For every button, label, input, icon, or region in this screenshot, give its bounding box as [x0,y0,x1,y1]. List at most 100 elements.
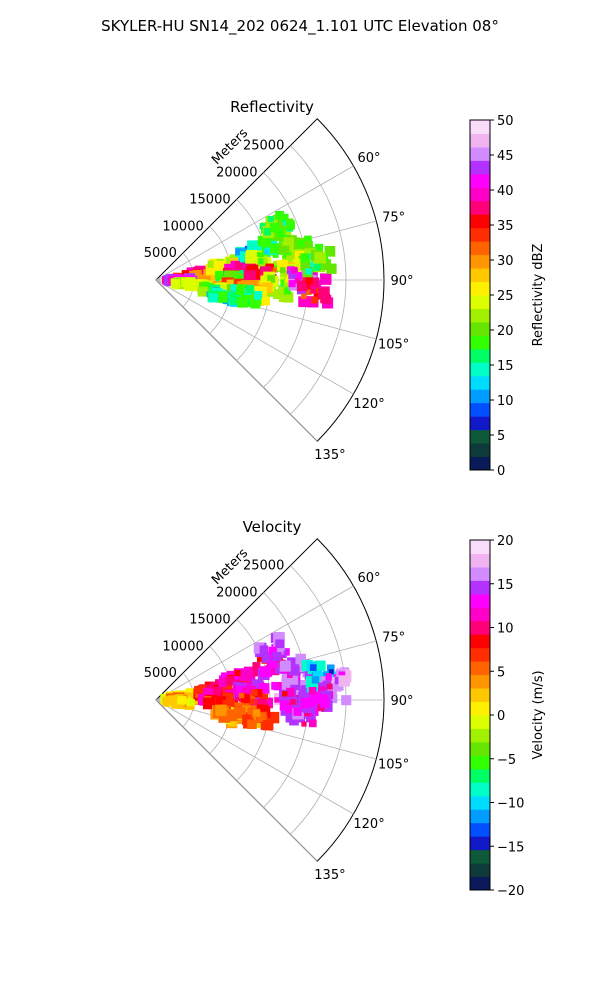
echo-cell [215,277,223,284]
echo-cell [288,255,301,268]
echo-cell [236,284,247,295]
echo-cell [234,669,241,677]
colorbar-tick-label: 5 [497,429,505,444]
angle-tick-label: 135° [314,868,345,883]
colorbar-band [470,593,490,608]
echo-cell [286,255,293,262]
echo-cell [295,653,306,665]
echo-cell [300,240,310,250]
echo-cell [275,639,285,649]
echo-cell [251,689,258,697]
echo-cell [226,279,234,287]
echo-cell [278,682,284,688]
echo-cell [326,263,337,274]
echo-cell [225,676,235,686]
angle-tick-label: 135° [314,448,345,463]
echo-cell [309,664,317,671]
echo-cell [263,720,274,731]
echo-cell [246,270,256,281]
echo-cell [287,689,295,697]
echo-cell [306,289,312,296]
echo-cell [219,677,229,687]
radial-tick-label: 10000 [162,639,203,654]
colorbar-tick-label: 0 [497,464,505,479]
echo-cell [218,711,231,723]
angle-tick-label: 60° [358,571,381,586]
colorbar-band [470,728,490,743]
echo-cell [318,287,329,299]
echo-cell [268,666,277,676]
colorbar-tick-label: 15 [497,359,514,374]
echo-cell [233,707,246,719]
colorbar-band [470,321,490,336]
colorbar-band [470,580,490,595]
echo-cell [202,697,215,710]
colorbar-band [470,227,490,242]
echo-cell [250,699,262,711]
colorbar-band [470,443,490,458]
echo-cell [311,296,318,304]
echo-cell [320,273,332,285]
colorbar-band [470,160,490,175]
echo-cell [170,278,181,289]
colorbar-tick-label: −15 [497,840,524,855]
echo-cell [262,697,274,709]
echo-cell [269,223,280,233]
echo-cell [308,686,317,695]
reflectivity-panel: Reflectivity500010000150002000025000Mete… [144,98,546,479]
echo-cell [300,253,310,263]
colorbar-band [470,782,490,797]
echo-cell [250,298,261,309]
echo-cell [227,717,238,727]
echo-cell [225,257,233,264]
echo-cell [308,719,317,728]
colorbar-band [470,876,490,891]
azimuth-spoke [155,699,318,862]
echo-cell [301,293,307,299]
echo-cell [230,284,238,291]
echo-cell [267,215,274,223]
echo-cell [171,698,183,709]
echo-cell [306,712,316,723]
colorbar-band [470,647,490,662]
colorbar-label: Reflectivity dBZ [531,244,546,347]
echo-cell [279,660,291,672]
echo-cell [257,698,267,708]
radial-tick-label: 25000 [243,139,284,154]
echo-cell [273,289,284,300]
echo-cell [313,290,323,300]
colorbar-band [470,688,490,703]
echo-cell [252,259,263,270]
echo-cell [270,238,278,246]
echo-cell [254,689,263,697]
radial-tick-label: 10000 [162,219,203,234]
echo-cell [280,223,292,236]
echo-cell [324,245,336,257]
colorbar-band [470,553,490,568]
echo-cell [282,691,288,697]
colorbar-band [470,849,490,864]
echo-cell [275,228,285,238]
echo-cell [226,683,233,690]
colorbar-band [470,281,490,296]
echo-cell [281,245,290,254]
echo-cell [215,704,227,716]
echo-cell [283,237,295,249]
echo-field [160,631,352,731]
echo-cell [235,248,243,256]
echo-cell [221,687,228,694]
colorbar-band [470,335,490,350]
echo-cell [254,721,261,728]
colorbar-band [470,863,490,878]
echo-cell [251,270,261,280]
colorbar-band [470,120,490,134]
angle-tick-label: 75° [382,210,405,225]
echo-cell [305,268,312,275]
echo-cell [216,291,228,303]
angle-tick-label: 105° [378,758,409,773]
echo-cell [290,699,296,705]
echo-cell [224,270,236,282]
azimuth-spoke [155,585,354,701]
angle-tick-label: 90° [390,274,413,289]
